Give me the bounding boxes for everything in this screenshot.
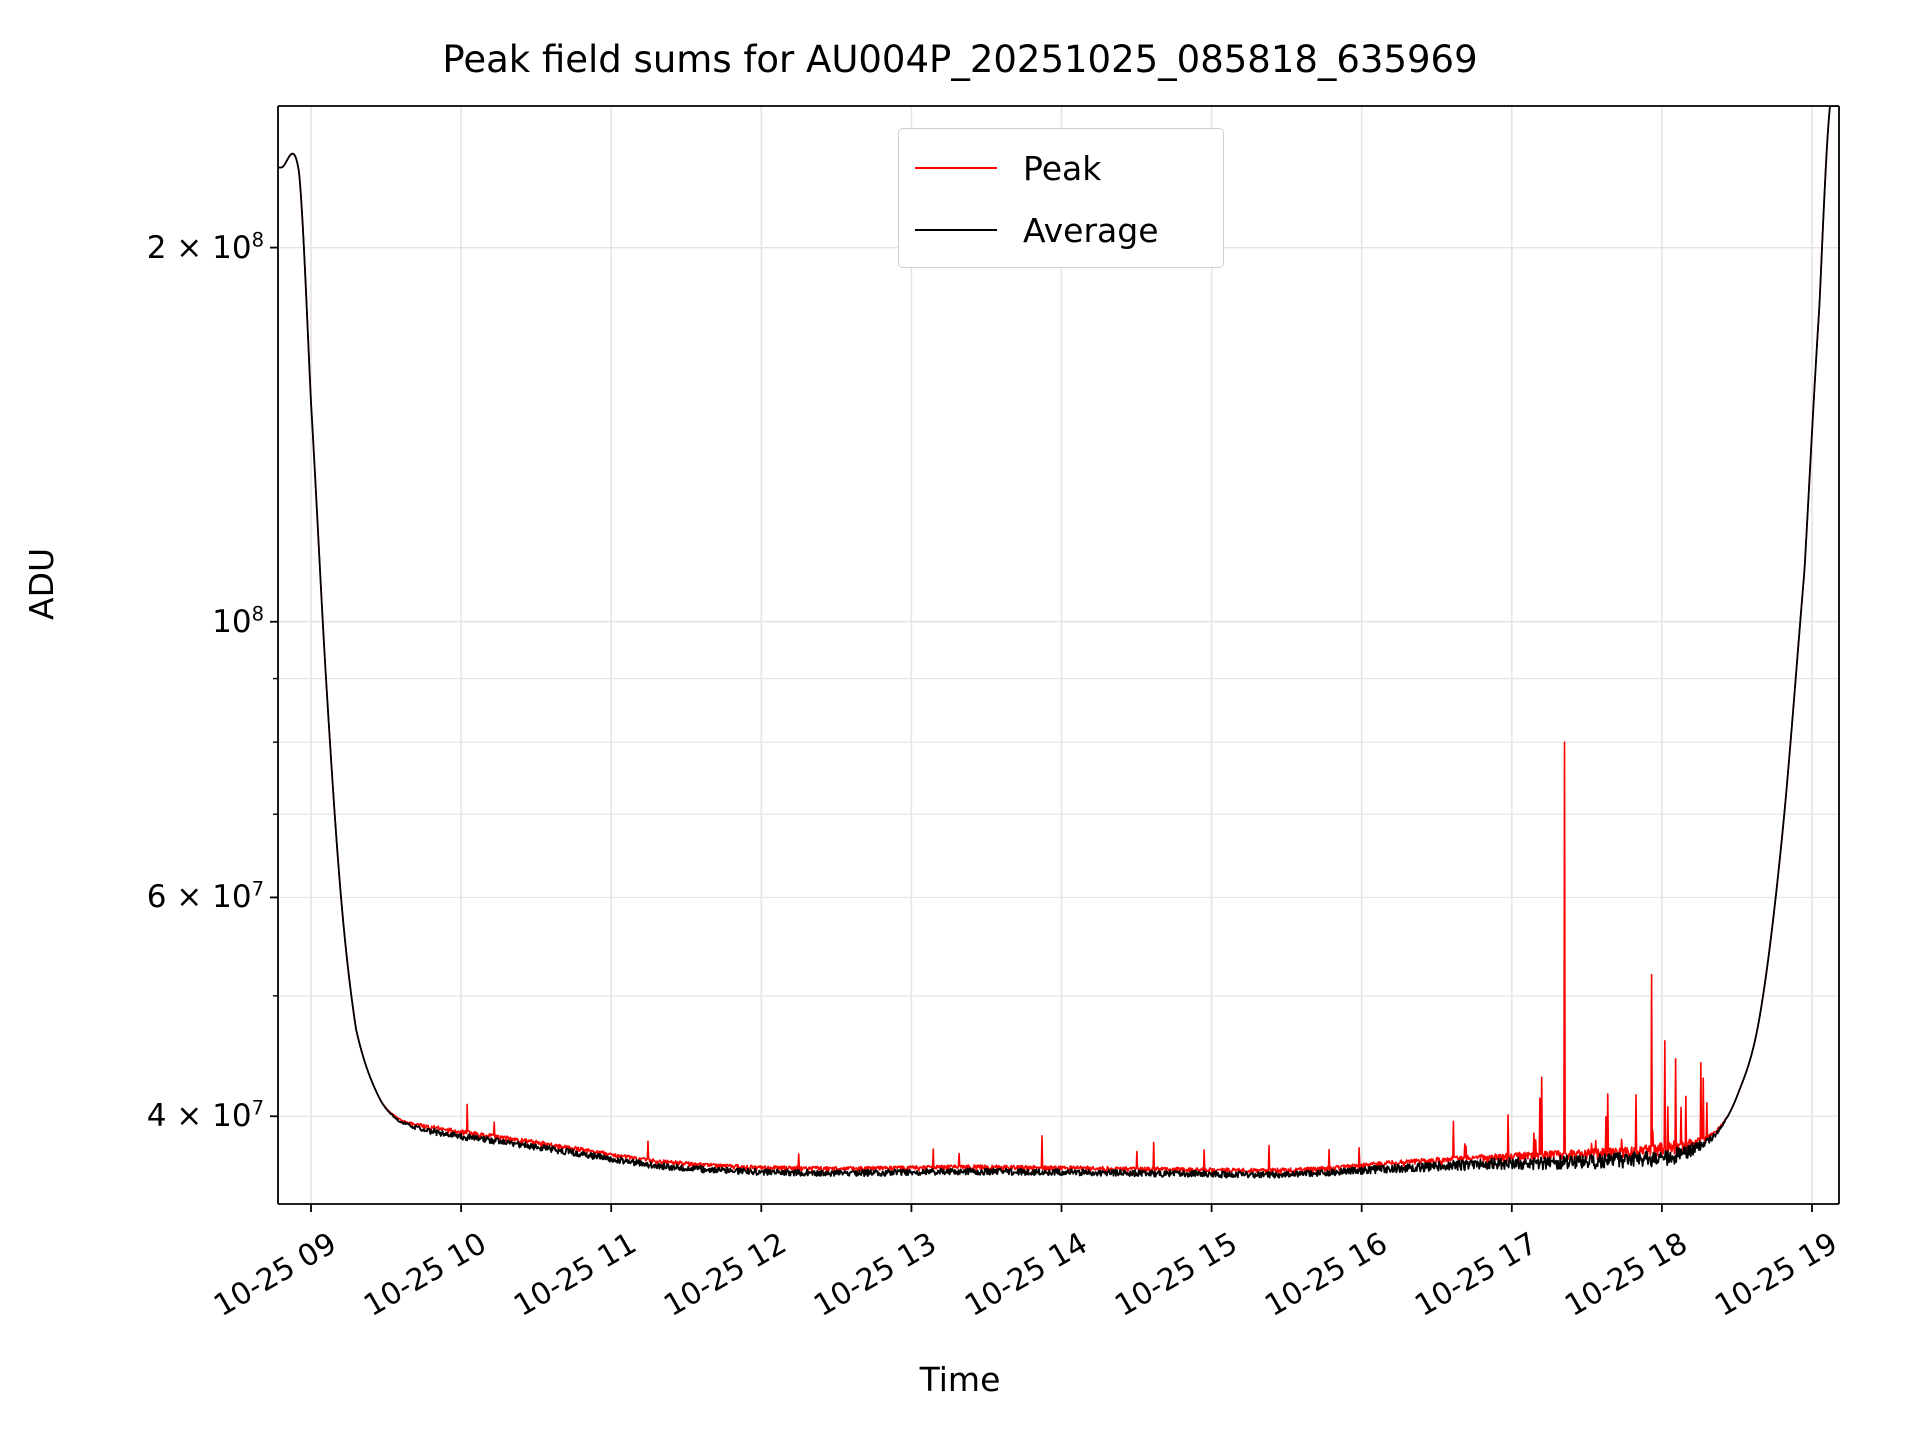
legend-entry: Peak xyxy=(899,137,1223,199)
legend-label: Average xyxy=(1023,210,1159,250)
y-axis-label: ADU xyxy=(22,547,61,620)
y-tick-label: 2 × 108 xyxy=(146,228,264,266)
y-tick-label: 4 × 107 xyxy=(146,1096,264,1135)
chart-legend: Peak Average xyxy=(898,128,1224,268)
legend-entry: Average xyxy=(899,199,1223,261)
chart-title: Peak field sums for AU004P_20251025_0858… xyxy=(442,38,1478,81)
gridlines-major xyxy=(310,106,1813,1204)
legend-label: Peak xyxy=(1023,148,1102,188)
axis-ticks xyxy=(270,246,1813,1212)
legend-swatch-peak xyxy=(915,167,997,169)
series-line-average xyxy=(278,106,1839,1179)
plot-background xyxy=(278,106,1839,1204)
series-line-peak xyxy=(278,106,1839,1174)
y-tick-label: 108 xyxy=(212,602,264,640)
legend-swatch-average xyxy=(915,229,997,231)
y-tick-label: 6 × 107 xyxy=(146,878,264,916)
x-axis-label: Time xyxy=(919,1360,1001,1399)
axis-spines xyxy=(277,105,1840,1205)
data-series-group xyxy=(278,106,1839,1179)
